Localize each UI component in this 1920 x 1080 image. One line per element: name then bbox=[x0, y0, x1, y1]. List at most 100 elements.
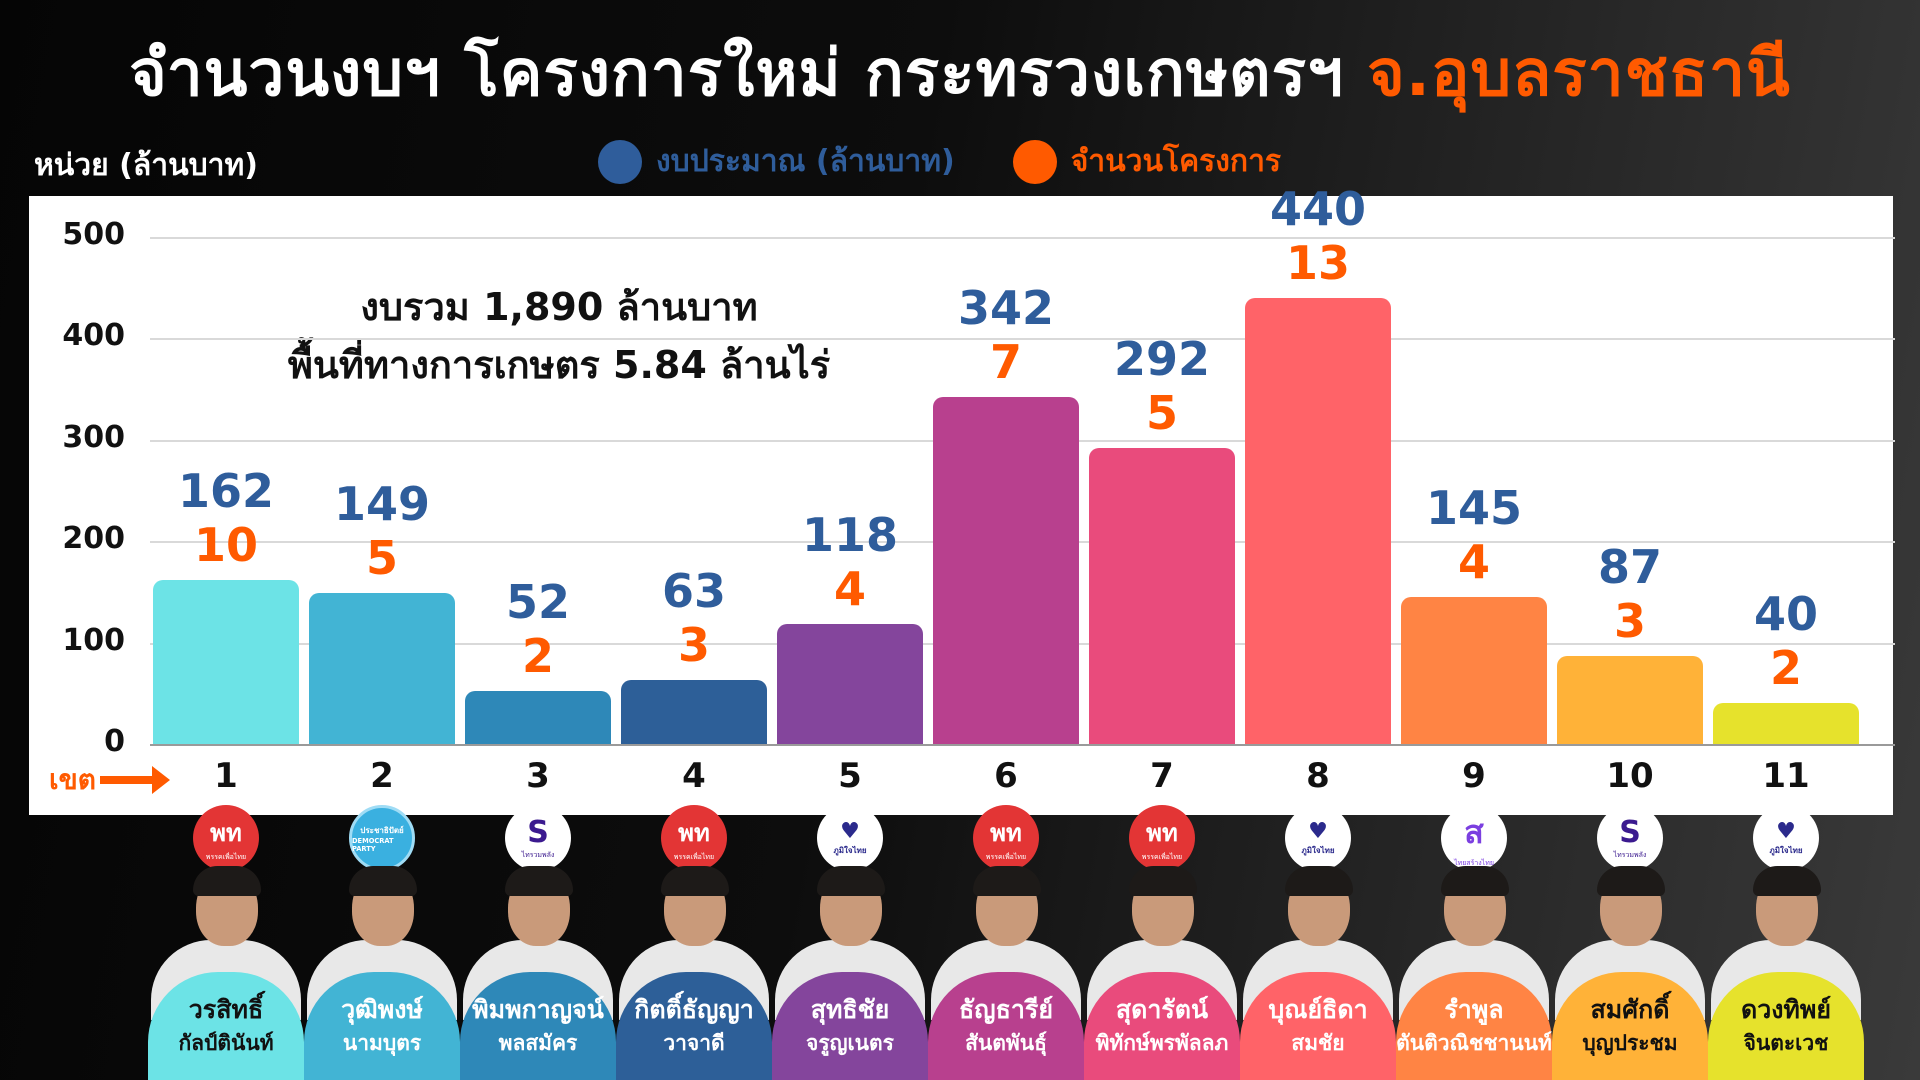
chart-panel: งบรวม 1,890 ล้านบาท พื้นที่ทางการเกษตร 5… bbox=[29, 186, 1895, 815]
hair-shape bbox=[973, 866, 1041, 896]
district-number: 2 bbox=[370, 756, 394, 796]
budget-value-label: 162 bbox=[177, 463, 275, 518]
budget-value-label: 440 bbox=[1269, 181, 1367, 236]
party-logo-ptp: พท พรรคเพื่อไทย bbox=[661, 805, 727, 871]
party-logo-name: ไทยสร้างไทย bbox=[1454, 859, 1494, 867]
candidate-name-card: พิมพกาญจน์ พลสมัคร bbox=[460, 972, 616, 1080]
hair-shape bbox=[1285, 866, 1353, 896]
party-logo-mark-icon: ♥ bbox=[1776, 819, 1796, 844]
candidate-name-card: บุณย์ธิดาสมชัย bbox=[1240, 972, 1396, 1080]
party-logo-name: ไทรวมพลัง bbox=[521, 851, 555, 859]
legend-dot-projects-icon bbox=[1012, 139, 1057, 184]
party-logo-rtsp: S ไทรวมพลัง bbox=[1597, 805, 1663, 871]
party-logo-bjt: ♥ ภูมิใจไทย bbox=[1285, 805, 1351, 871]
project-count-label: 2 bbox=[521, 629, 554, 684]
bar-district-11[interactable] bbox=[1713, 703, 1859, 744]
district-number: 5 bbox=[838, 756, 862, 796]
title-main: จำนวนงบฯ โครงการใหม่ กระทรวงเกษตรฯ bbox=[129, 37, 1344, 111]
candidate-last-name: พลสมัคร bbox=[498, 1031, 578, 1055]
candidate-first-name: สุทธิชัย bbox=[810, 995, 890, 1024]
bar-district-5[interactable] bbox=[777, 624, 923, 744]
bar-district-9[interactable] bbox=[1401, 596, 1547, 744]
y-tick-label: 300 bbox=[62, 419, 125, 455]
party-logo-tst: สไทยสร้างไทย bbox=[1441, 805, 1507, 871]
budget-value-label: 292 bbox=[1113, 331, 1211, 386]
project-count-label: 2 bbox=[1769, 641, 1802, 696]
party-logo-name: พรรคเพื่อไทย bbox=[985, 853, 1027, 861]
hair-shape bbox=[817, 866, 885, 896]
title-province: จ.อุบลราชธานี bbox=[1367, 37, 1791, 111]
candidate-name-card: รำพูล ตันติวณิชชานนท์ bbox=[1396, 972, 1552, 1080]
hair-shape bbox=[505, 866, 573, 896]
candidate-name-card: วุฒิพงษ์นามบุตร bbox=[304, 972, 460, 1080]
candidate-last-name: ตันติวณิชชานนท์ bbox=[1396, 1031, 1552, 1055]
candidate-last-name: สมชัย bbox=[1291, 1031, 1345, 1055]
candidate-name-card: ดวงทิพย์ จินตะเวช bbox=[1708, 972, 1864, 1080]
candidate-name-card: สุดารัตน์พิทักษ์พรพัลลภ bbox=[1084, 972, 1240, 1080]
district-number: 3 bbox=[526, 756, 550, 796]
budget-value-label: 40 bbox=[1753, 587, 1818, 642]
district-number: 11 bbox=[1762, 756, 1810, 796]
hair-shape bbox=[193, 866, 261, 896]
party-logo-mark-icon: S bbox=[527, 815, 549, 850]
candidate-first-name: บุณย์ธิดา bbox=[1268, 995, 1368, 1024]
gridline bbox=[150, 744, 1895, 746]
party-logo-name: ไทรวมพลัง bbox=[1613, 851, 1647, 859]
bar-district-7[interactable] bbox=[1089, 447, 1235, 744]
party-logo-mark-icon: ประชาธิปัตย์ bbox=[360, 825, 404, 835]
budget-value-label: 87 bbox=[1597, 539, 1662, 594]
candidate-last-name: วาจาดี bbox=[663, 1031, 725, 1055]
y-tick-label: 0 bbox=[104, 724, 125, 759]
budget-value-label: 52 bbox=[505, 575, 570, 630]
chart-summary: งบรวม 1,890 ล้านบาท พื้นที่ทางการเกษตร 5… bbox=[219, 278, 899, 394]
bar-district-2[interactable] bbox=[309, 592, 455, 744]
district-number: 7 bbox=[1150, 756, 1174, 796]
y-tick-label: 500 bbox=[62, 217, 125, 252]
candidate-first-name: วุฒิพงษ์ bbox=[341, 995, 423, 1024]
bar-district-6[interactable] bbox=[933, 397, 1079, 744]
candidate-last-name: นามบุตร bbox=[342, 1031, 422, 1055]
party-logo-mark-icon: พท bbox=[210, 819, 242, 847]
project-count-label: 5 bbox=[1145, 385, 1178, 440]
project-count-label: 7 bbox=[989, 335, 1022, 390]
district-number: 6 bbox=[994, 756, 1018, 796]
budget-value-label: 145 bbox=[1425, 480, 1523, 535]
candidate-first-name: สมศักดิ์ bbox=[1590, 995, 1670, 1024]
legend-label-budget: งบประมาณ (ล้านบาท) bbox=[656, 144, 955, 179]
y-axis-unit-label: หน่วย (ล้านบาท) bbox=[34, 148, 258, 183]
party-logo-bjt: ♥ ภูมิใจไทย bbox=[817, 805, 883, 871]
party-logo-name: ภูมิใจไทย bbox=[833, 846, 867, 855]
bar-district-8[interactable] bbox=[1245, 297, 1391, 744]
summary-agri-area: พื้นที่ทางการเกษตร 5.84 ล้านไร่ bbox=[287, 343, 831, 387]
candidate-last-name: กัลป์ตินันท์ bbox=[178, 1031, 274, 1055]
page-title: จำนวนงบฯ โครงการใหม่ กระทรวงเกษตรฯ จ.อุบ… bbox=[0, 22, 1920, 124]
bar-district-4[interactable] bbox=[621, 680, 767, 744]
candidate-last-name: พิทักษ์พรพัลลภ bbox=[1095, 1031, 1229, 1055]
project-count-label: 4 bbox=[1457, 534, 1490, 589]
project-count-label: 13 bbox=[1285, 235, 1350, 290]
party-logo-mark-icon: พท bbox=[1146, 819, 1178, 847]
candidate-first-name: ธัญธารีย์ bbox=[959, 995, 1053, 1024]
bar-district-3[interactable] bbox=[465, 691, 611, 744]
project-count-label: 3 bbox=[1613, 593, 1646, 648]
x-axis-label-text: เขต bbox=[49, 763, 96, 796]
hair-shape bbox=[1753, 866, 1821, 896]
budget-value-label: 342 bbox=[957, 281, 1055, 336]
candidate-first-name: วรสิทธิ์ bbox=[188, 995, 264, 1024]
candidate-first-name: สุดารัตน์ bbox=[1115, 995, 1209, 1024]
party-logo-dem: ประชาธิปัตย์ DEMOCRAT PARTY bbox=[349, 805, 415, 871]
candidate-last-name: สันตพันธุ์ bbox=[965, 1031, 1047, 1055]
bar-district-1[interactable] bbox=[153, 579, 299, 744]
gridline bbox=[150, 338, 1895, 341]
party-logo-name: DEMOCRAT PARTY bbox=[352, 836, 394, 853]
hair-shape bbox=[1129, 866, 1197, 896]
candidate-name-card: วรสิทธิ์กัลป์ตินันท์ bbox=[148, 972, 304, 1080]
party-logo-mark-icon: ส bbox=[1464, 813, 1484, 851]
candidate-name-card: สุทธิชัย จรูญเนตร bbox=[772, 972, 928, 1080]
y-tick-label: 200 bbox=[62, 521, 125, 557]
district-number: 8 bbox=[1306, 756, 1330, 796]
candidate-first-name: กิตติ์ธัญญา bbox=[634, 995, 754, 1024]
party-logo-name: พรรคเพื่อไทย bbox=[673, 853, 715, 861]
district-number: 4 bbox=[682, 756, 706, 796]
bar-district-10[interactable] bbox=[1557, 655, 1703, 744]
